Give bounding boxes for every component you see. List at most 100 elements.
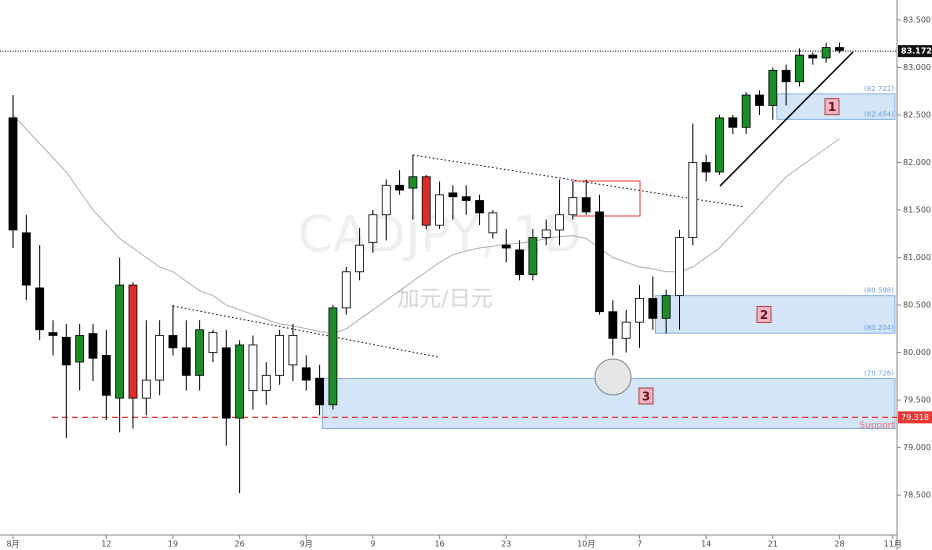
candle-body [368,214,378,243]
candle-body [21,232,31,286]
candle-body [701,162,711,173]
zone-price-label: (80.598) [864,287,894,295]
x-tick-label: 21 [768,540,778,549]
y-tick-label: 82.000 [903,158,931,167]
candle-body [181,347,191,376]
candle-body [781,69,791,83]
candle-body [635,297,644,323]
y-tick-label: 79.500 [903,396,931,405]
zone-tag-label: 1 [828,100,836,114]
support-text: Support [859,421,895,431]
zone-tag-label: 3 [642,390,650,404]
candle-body [488,212,498,234]
x-tick-label: 12 [101,540,111,549]
zone-tag-label: 2 [760,308,768,322]
x-tick-label: 28 [834,540,844,549]
candle-body [381,184,391,216]
candle-body [648,297,658,319]
y-tick-label: 83.000 [903,63,931,72]
x-tick-label: 11月 [884,540,902,549]
candle-body [141,379,151,399]
zone [655,295,896,334]
x-tick-label: 9 [370,540,375,549]
candle-body [421,176,431,226]
candle-body [248,344,258,391]
zone-price-label: (80.204) [864,324,894,332]
y-tick-label: 83.500 [903,15,931,24]
candle-body [541,229,551,238]
candle-body [155,335,165,381]
candle-body [128,284,138,399]
candle-body [168,335,178,349]
candle-body [515,249,524,276]
candle-body [568,197,578,216]
candle-body [795,54,804,83]
y-tick-label: 79.000 [903,443,931,452]
highlight-circle [594,358,632,396]
candle-body [101,354,111,396]
candle-body [275,335,285,376]
candle-body [808,54,818,59]
support-price-box [898,411,932,424]
y-tick-label: 80.500 [903,301,931,310]
candle-body [475,200,484,214]
candle-body [501,244,511,249]
candle-body [555,214,564,231]
candle-body [448,192,458,198]
candle-body [235,344,245,419]
candle-body [355,244,364,273]
candle-body [821,47,831,59]
x-tick-label: 7 [637,540,642,549]
zone-price-label: (82.454) [864,110,894,118]
candle-body [208,332,218,353]
candle-body [728,117,738,128]
candle-body [301,367,311,381]
candle-body [768,69,778,106]
candle-body [328,307,338,406]
y-tick-label: 78.500 [903,491,931,500]
candle-body [661,295,671,319]
x-tick-label: 10月 [577,540,595,549]
y-tick-label: 80.000 [903,348,931,357]
watermark-subtitle: 加元/日元 [397,287,492,312]
candle-body [595,211,604,313]
candle-body [288,335,298,366]
candle-body [195,329,205,376]
zone-tag [756,305,772,323]
candle-body [315,377,324,406]
moving-average [12,114,840,335]
candle-body [741,94,751,128]
candle-body [35,287,45,331]
candle-body [581,197,591,213]
candle-body [675,237,684,296]
candle-body [755,94,764,106]
y-tick-label: 81.000 [903,253,931,262]
candle-body [221,347,231,419]
candle-body [341,271,351,309]
candle-body [688,162,698,238]
candle-body [48,332,58,336]
zone-tag [638,387,654,405]
candle-body [88,333,98,359]
y-tick-label: 82.500 [903,110,931,119]
support-price-label: 79.318 [901,413,929,422]
zone-price-label: (79.726) [864,370,894,378]
x-tick-label: 23 [501,540,511,549]
zone-price-label: (82.722) [864,85,894,93]
candle-body [715,117,724,173]
candle-body [75,335,85,363]
zone-tag [824,98,840,116]
candle-body [408,176,418,189]
last-price-box [898,45,932,58]
candle-body [835,47,844,51]
candle-body [115,284,125,399]
candle-body [621,321,631,339]
candle-body [61,336,71,366]
x-tick-label: 14 [701,540,711,549]
trendline [172,305,439,358]
x-tick-label: 16 [434,540,444,549]
y-tick-label: 81.500 [903,206,931,215]
last-price-label: 83.172 [901,47,932,56]
